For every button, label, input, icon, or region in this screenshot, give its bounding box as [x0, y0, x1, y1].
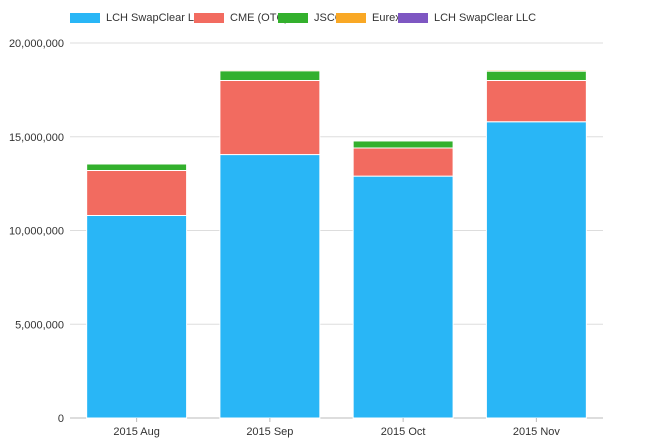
- legend-swatch: [398, 13, 428, 23]
- legend-item-lch-swapclear-llc[interactable]: LCH SwapClear LLC: [398, 8, 536, 28]
- y-tick-label: 20,000,000: [9, 38, 64, 50]
- x-tick-label: 2015 Oct: [381, 426, 426, 438]
- x-tick-label: 2015 Nov: [513, 426, 561, 438]
- y-tick-label: 10,000,000: [9, 226, 64, 238]
- legend-swatch: [336, 13, 366, 23]
- legend-swatch: [278, 13, 308, 23]
- legend-label: JSCC: [314, 12, 343, 24]
- bar-segment[interactable]: [485, 70, 587, 81]
- x-tick-label: 2015 Sep: [246, 426, 293, 438]
- legend-swatch: [70, 13, 100, 23]
- legend-label: CME (OTC): [230, 12, 289, 24]
- bar-segment[interactable]: [485, 80, 587, 123]
- legend-label: LCH SwapClear Ltd: [106, 12, 204, 24]
- x-tick-label: 2015 Aug: [113, 426, 160, 438]
- bar-segment[interactable]: [86, 215, 188, 419]
- bars: [86, 68, 587, 419]
- legend: LCH SwapClear Ltd CME (OTC) JSCC Eurex L…: [0, 8, 662, 28]
- bar-segment[interactable]: [352, 140, 454, 149]
- legend-item-eurex[interactable]: Eurex: [336, 8, 401, 28]
- bar-segment[interactable]: [485, 121, 587, 419]
- bar-segment[interactable]: [219, 80, 321, 156]
- y-tick-label: 0: [58, 413, 64, 425]
- legend-item-lch-swapclear-ltd[interactable]: LCH SwapClear Ltd: [70, 8, 203, 28]
- axes: 0 5,000,000 10,000,000 15,000,000 20,000,000…: [9, 38, 560, 438]
- y-tick-label: 15,000,000: [9, 132, 64, 144]
- y-tick-label: 5,000,000: [15, 319, 64, 331]
- legend-swatch: [194, 13, 224, 23]
- bar-segment[interactable]: [352, 175, 454, 419]
- bar-segment[interactable]: [219, 154, 321, 419]
- bar-segment[interactable]: [219, 70, 321, 81]
- bar-segment[interactable]: [86, 163, 188, 171]
- legend-item-cme-otc[interactable]: CME (OTC): [194, 8, 288, 28]
- bar-segment[interactable]: [352, 147, 454, 177]
- bar-segment[interactable]: [86, 170, 188, 216]
- legend-label: LCH SwapClear LLC: [434, 12, 537, 24]
- legend-label: Eurex: [372, 12, 401, 24]
- legend-item-jscc[interactable]: JSCC: [278, 8, 343, 28]
